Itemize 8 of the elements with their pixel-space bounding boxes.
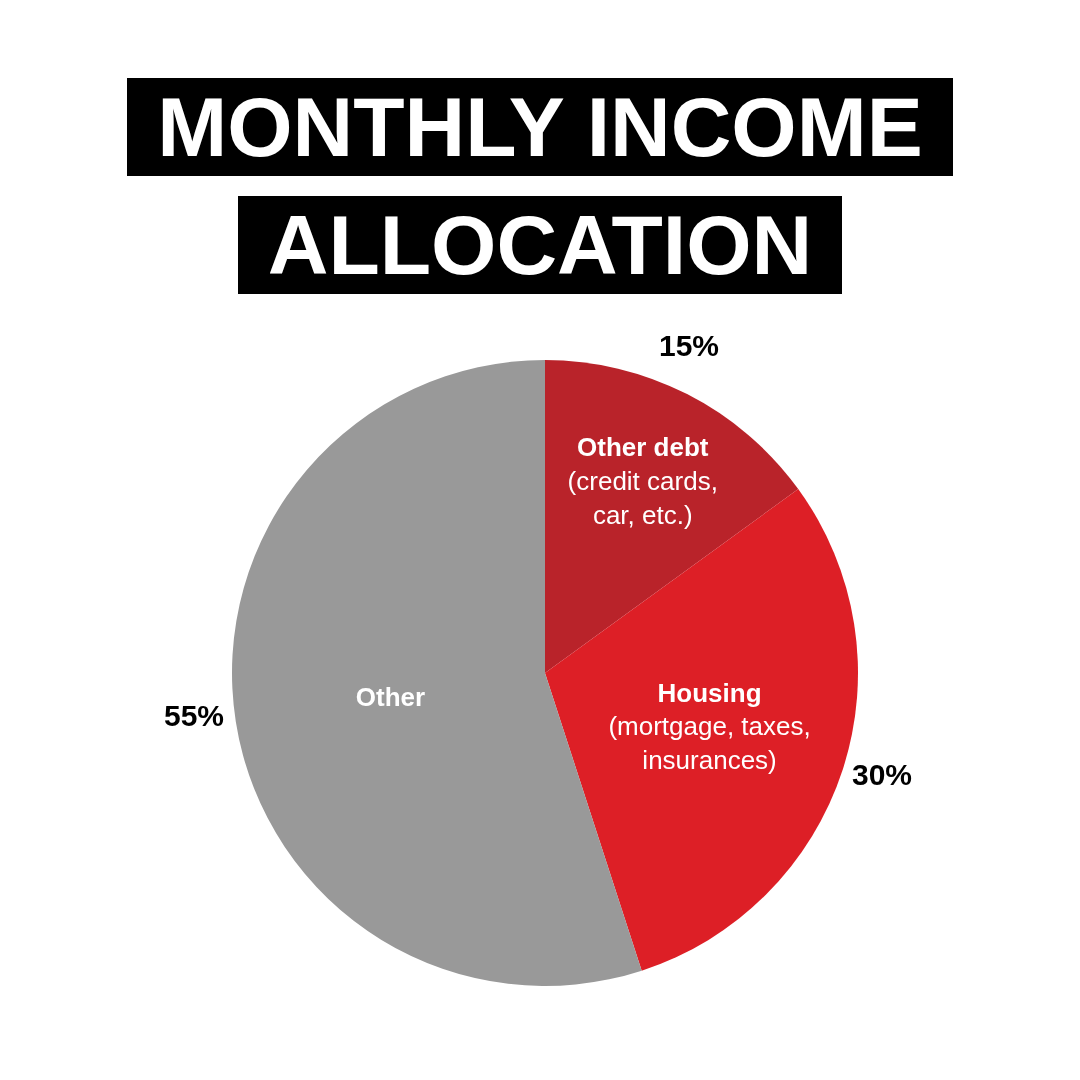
chart-title: MONTHLY INCOME ALLOCATION bbox=[127, 78, 953, 294]
slice-label: Other bbox=[355, 682, 426, 713]
slice-label: Housing (mortgage, taxes, insurances) bbox=[608, 677, 811, 776]
slice-label: Other debt (credit cards, car, etc.) bbox=[567, 432, 718, 530]
data-label: 15% bbox=[659, 329, 720, 362]
data-label: 30% bbox=[852, 758, 913, 791]
data-label: 55% bbox=[164, 699, 225, 732]
pie-slice bbox=[545, 360, 799, 673]
